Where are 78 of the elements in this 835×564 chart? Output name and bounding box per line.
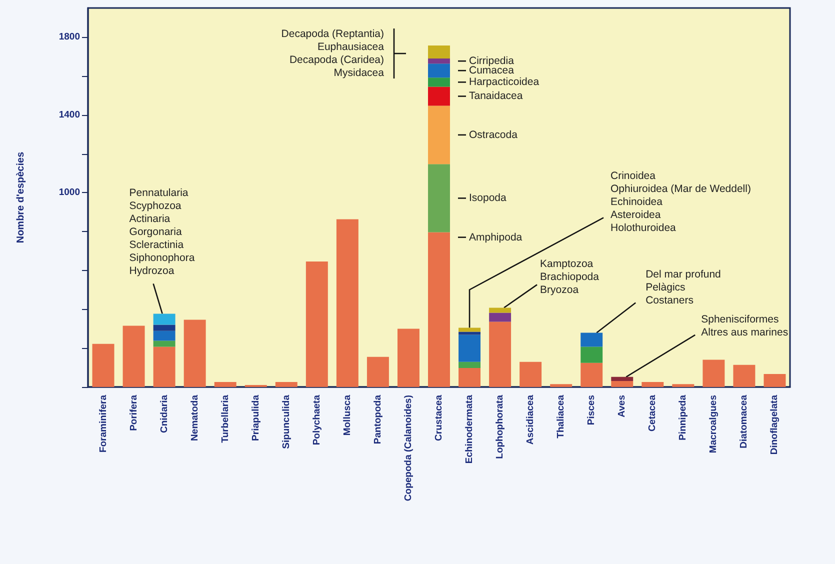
bar bbox=[428, 46, 450, 59]
bar bbox=[580, 332, 603, 347]
x-tick-label: Dinoflagelata bbox=[769, 394, 780, 455]
bar bbox=[366, 356, 389, 387]
bar bbox=[672, 384, 694, 387]
annotation: Del mar profund Pelàgics Costaners bbox=[646, 268, 722, 306]
x-tick-label: Pisces bbox=[586, 395, 598, 426]
bar bbox=[336, 219, 358, 387]
bar bbox=[153, 324, 176, 331]
bar bbox=[520, 362, 542, 387]
bar bbox=[153, 346, 176, 387]
bar bbox=[733, 364, 756, 387]
annotation: Cumacea bbox=[469, 64, 514, 77]
bar bbox=[611, 376, 634, 381]
x-tick-label: Copepoda (Calanoides) bbox=[402, 395, 414, 502]
x-tick-label: Cnidaria bbox=[158, 394, 170, 434]
annotation: Sphenisciformes Altres aus marines bbox=[701, 313, 788, 338]
bar bbox=[764, 374, 786, 387]
x-tick-label: Mollusca bbox=[342, 394, 353, 436]
x-tick-label: Pinnipeda bbox=[678, 394, 689, 440]
x-tick-label: Ascidiacea bbox=[525, 394, 536, 445]
bar bbox=[458, 368, 481, 387]
annotation: Amphipoda bbox=[469, 231, 522, 244]
bar bbox=[153, 330, 176, 341]
bar bbox=[153, 314, 176, 325]
x-tick-label: Lophophorata bbox=[494, 394, 506, 459]
x-tick-label: Sipunculida bbox=[280, 394, 292, 449]
annotation: Harpacticoidea bbox=[469, 76, 540, 88]
x-tick-label: Echinodermata bbox=[464, 394, 476, 464]
bar bbox=[306, 261, 328, 387]
x-tick-label: Polychaeta bbox=[311, 394, 322, 446]
x-tick-label: Thaliacea bbox=[556, 394, 567, 438]
x-tick-label: Porifera bbox=[128, 394, 140, 431]
annotation: Kamptozoa Brachiopoda Bryozoa bbox=[540, 258, 600, 296]
bar bbox=[92, 344, 114, 387]
x-tick-label: Foraminifera bbox=[98, 394, 109, 453]
annotation: Tanaidacea bbox=[469, 90, 523, 102]
bar bbox=[214, 382, 236, 387]
bar bbox=[489, 322, 512, 387]
annotation: Pennatularia Scyphozoa Actinaria Gorgonaria Scleractinia Siphonophora Hydrozoa bbox=[129, 187, 195, 278]
bar bbox=[458, 334, 481, 362]
bar bbox=[580, 362, 603, 387]
bar bbox=[184, 320, 206, 387]
x-tick-label: Turbellaria bbox=[220, 394, 231, 443]
bar bbox=[702, 360, 725, 387]
x-tick-label: Macroalgues bbox=[708, 395, 720, 454]
bar bbox=[458, 362, 481, 368]
bar bbox=[428, 164, 450, 232]
bar bbox=[275, 382, 298, 387]
bar bbox=[428, 232, 450, 387]
x-tick-label: Aves bbox=[616, 395, 628, 418]
x-tick-label: Nematoda bbox=[189, 394, 200, 441]
bar bbox=[428, 106, 450, 164]
bar bbox=[428, 58, 450, 64]
x-tick-label: Cetacea bbox=[647, 394, 658, 432]
bar bbox=[550, 384, 572, 387]
y-tick-label: 1400 bbox=[58, 109, 80, 120]
annotation: Decapoda (Reptantia) Euphausiacea Decapoda (Caridea) Mysidacea bbox=[281, 28, 384, 80]
x-tick-label: Pantopoda bbox=[372, 394, 384, 444]
annotation: Crinoidea Ophiuroidea (Mar de Weddell) Echinoidea Asteroidea Holothuroidea bbox=[610, 170, 751, 234]
bar bbox=[397, 328, 420, 387]
y-axis-title: Nombre d'espècies bbox=[16, 151, 26, 244]
x-tick-label: Diatomacea bbox=[738, 394, 750, 448]
bar bbox=[428, 78, 450, 87]
y-tick-label: 1800 bbox=[58, 32, 80, 43]
bar bbox=[428, 64, 450, 78]
x-tick-label: Crustacea bbox=[434, 394, 444, 441]
bar bbox=[122, 326, 145, 387]
annotation: Isopoda bbox=[469, 192, 507, 204]
bar bbox=[642, 382, 664, 387]
x-tick-label: Priapulida bbox=[250, 394, 262, 441]
y-tick-label: 1000 bbox=[58, 187, 80, 198]
bar bbox=[153, 340, 176, 347]
bar bbox=[428, 86, 450, 106]
annotation: Ostracoda bbox=[469, 128, 518, 141]
bar bbox=[611, 380, 634, 387]
annotation: Cirripedia bbox=[469, 55, 514, 68]
bar bbox=[580, 346, 603, 363]
